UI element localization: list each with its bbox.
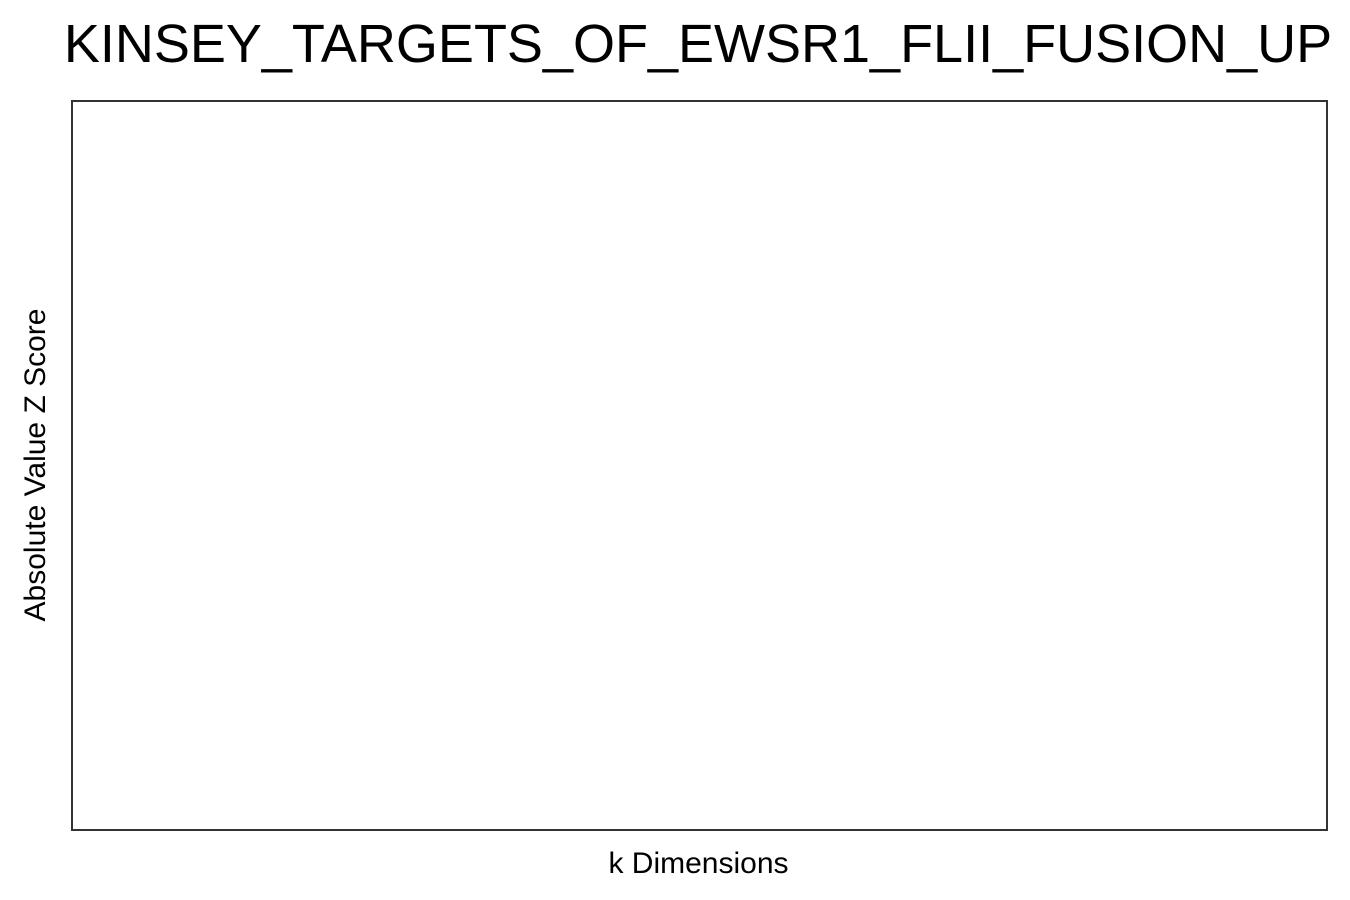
y-axis-label: Absolute Value Z Score (19, 308, 52, 622)
plot-area (71, 100, 1328, 831)
chart-title: KINSEY_TARGETS_OF_EWSR1_FLII_FUSION_UP (63, 14, 1333, 74)
x-axis-label: k Dimensions (608, 847, 789, 880)
